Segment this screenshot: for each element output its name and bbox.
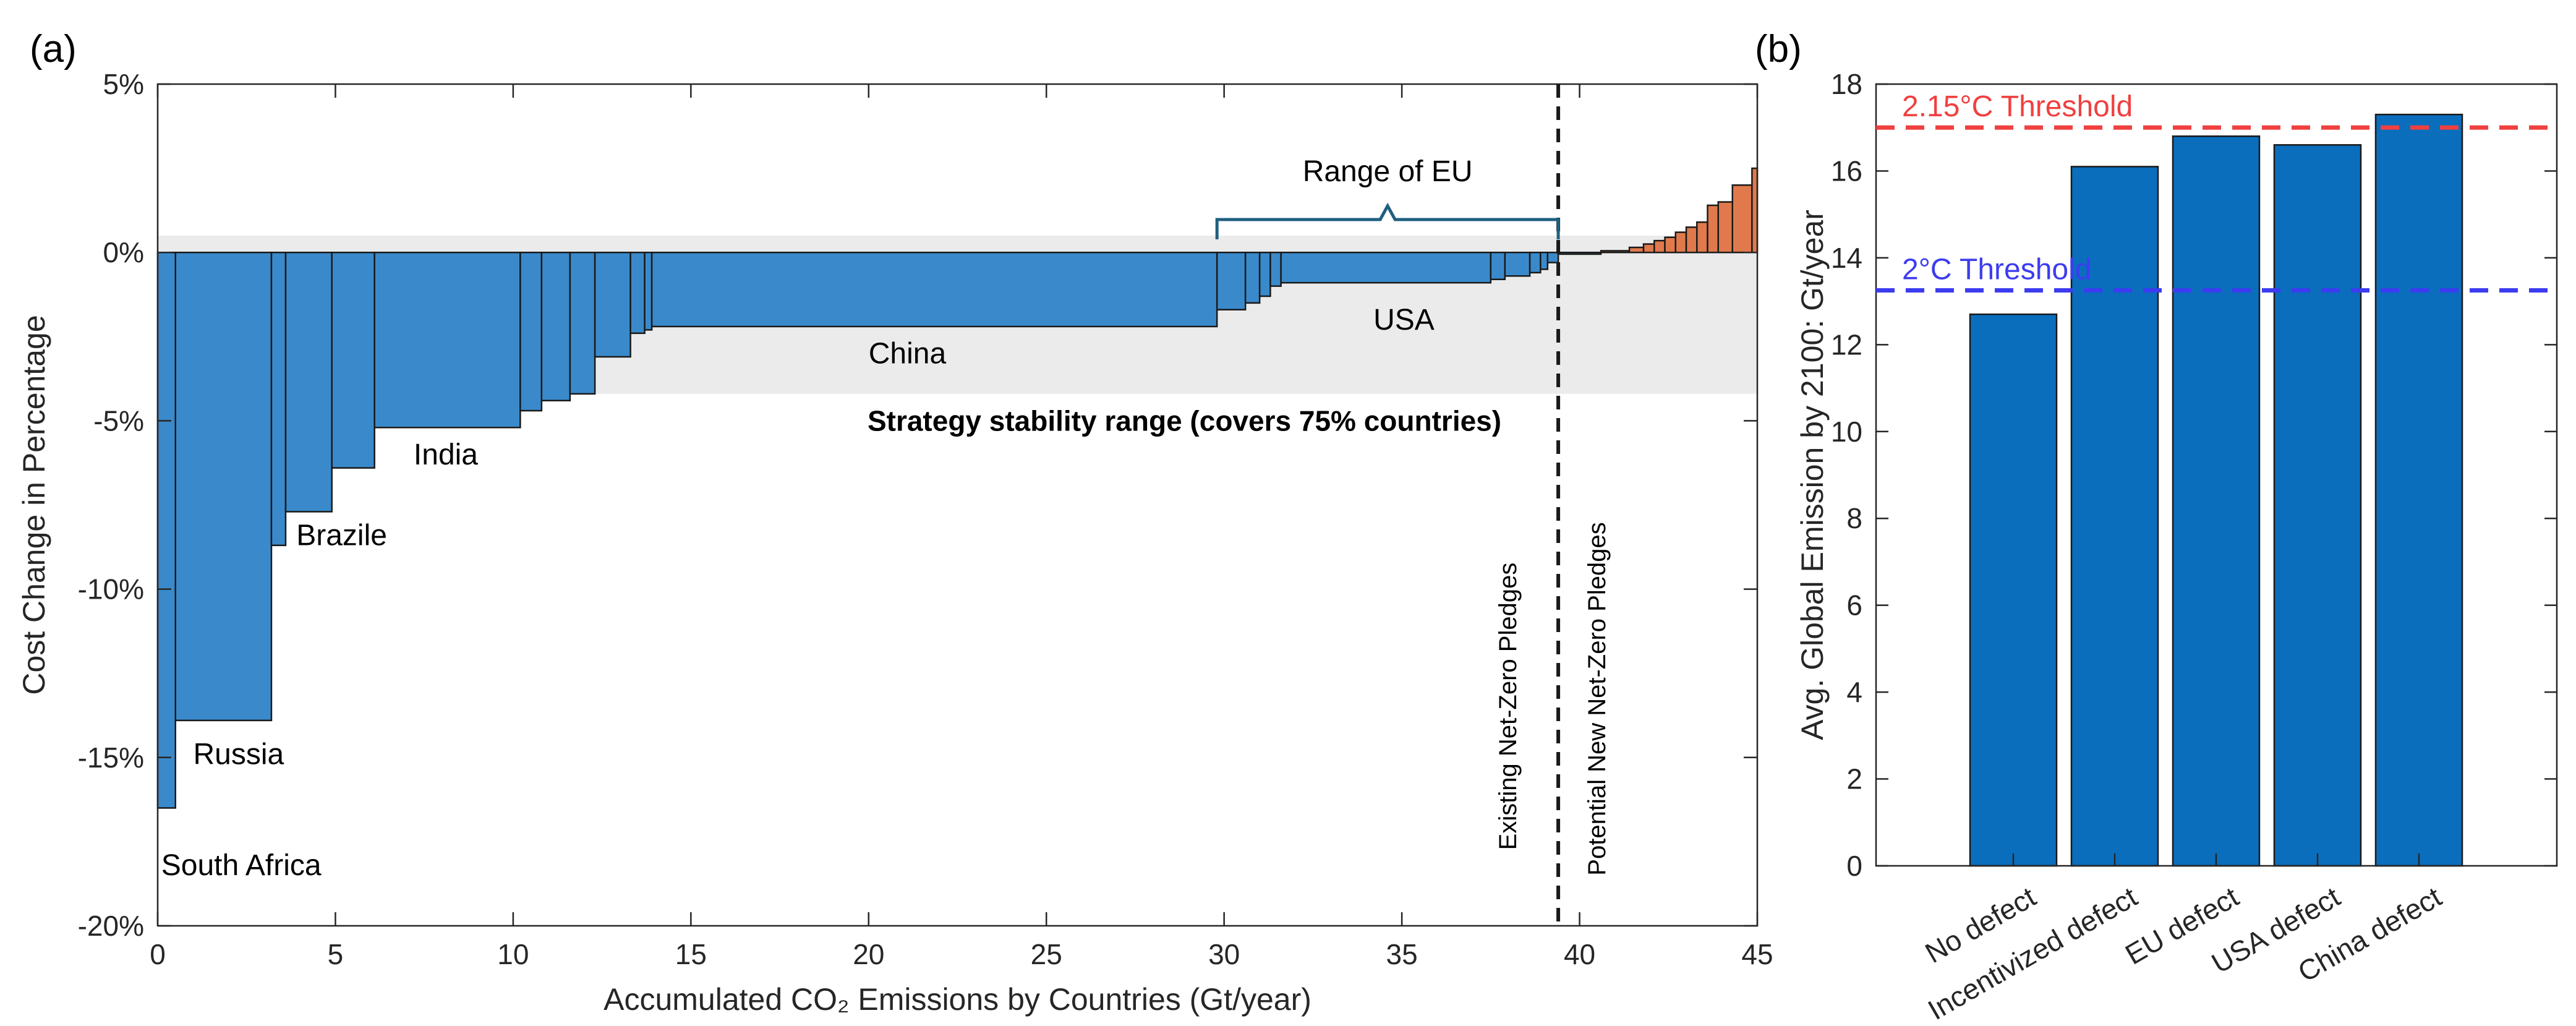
y-tick-label: 5% — [103, 68, 144, 100]
bar-18 — [1490, 251, 1506, 281]
bar-25 — [1628, 246, 1645, 254]
bar-22 — [1546, 251, 1559, 263]
bar-4 — [331, 251, 375, 469]
threshold-label-2-15-c-threshold: 2.15°C Threshold — [1902, 90, 2133, 123]
bar-35 — [1751, 167, 1759, 254]
chart-b-y-axis-label: Avg. Global Emission by 2100: Gt/year — [1795, 210, 1830, 740]
x-tick-label: 15 — [675, 938, 707, 970]
bar-19 — [1504, 251, 1531, 277]
bar-south-africa — [156, 251, 176, 809]
y-tick-label: 6 — [1846, 589, 1862, 622]
stability-range-label: Strategy stability range (covers 75% cou… — [868, 404, 1501, 437]
panel-a-label: (a) — [30, 28, 77, 71]
bar-label-brazile: Brazile — [296, 519, 387, 552]
x-tick-label: 40 — [1564, 938, 1595, 970]
bar-28 — [1664, 236, 1677, 254]
x-tick-label: 0 — [150, 938, 166, 970]
y-tick-label: 10 — [1831, 416, 1862, 448]
y-tick-label: 0 — [1846, 850, 1862, 882]
bar-26 — [1642, 243, 1655, 254]
bar-13 — [1216, 251, 1247, 310]
bar-24 — [1600, 250, 1631, 254]
bar-14 — [1244, 251, 1261, 304]
x-tick-label: 45 — [1741, 938, 1773, 970]
bar-6 — [519, 251, 543, 412]
x-tick-label: 35 — [1386, 938, 1418, 970]
bar-no-defect — [1969, 313, 2058, 867]
bar-label-south-africa: South Africa — [161, 849, 322, 882]
bar-china — [650, 251, 1218, 328]
x-tick-label: 20 — [853, 938, 884, 970]
bar-7 — [540, 251, 571, 401]
y-tick-label: 18 — [1831, 68, 1862, 100]
x-tick-label: 10 — [497, 938, 529, 970]
bar-label-russia: Russia — [193, 738, 284, 771]
y-tick-label: 0% — [103, 236, 144, 268]
bar-32 — [1707, 204, 1720, 254]
eu-range-label: Range of EU — [1303, 155, 1473, 188]
bar-2 — [270, 251, 287, 547]
chart-a-x-axis-label: Accumulated CO₂ Emissions by Countries (… — [603, 982, 1311, 1017]
y-tick-label: 14 — [1831, 242, 1862, 274]
bar-india — [373, 251, 521, 429]
bar-23 — [1557, 251, 1602, 255]
bar-9 — [594, 251, 631, 358]
bar-label-india: India — [414, 438, 478, 471]
x-tick-label: 5 — [328, 938, 344, 970]
existing-pledges-label: Existing Net-Zero Pledges — [1495, 563, 1522, 850]
chart-a: 0 5 10 15 20 25 30 35 40 45 5% 0% -5% -10% -15% -20% So… — [78, 68, 1773, 970]
y-tick-label: 8 — [1846, 502, 1862, 534]
y-tick-label: 12 — [1831, 328, 1862, 361]
potential-pledges-label: Potential New Net-Zero Pledges — [1584, 522, 1611, 875]
bar-china-defect — [2374, 113, 2463, 867]
bar-15 — [1258, 251, 1271, 297]
bar-10 — [629, 251, 646, 335]
chart-a-plot-frame — [156, 83, 1759, 927]
bar-21 — [1540, 251, 1549, 270]
bar-usa — [1280, 251, 1492, 284]
bar-russia — [174, 251, 273, 722]
bar-label-china: China — [869, 338, 947, 370]
bar-33 — [1717, 201, 1734, 254]
eu-range-bracket — [1215, 202, 1560, 239]
bar-brazile — [284, 251, 333, 513]
bar-27 — [1653, 239, 1666, 254]
bar-eu-defect — [2172, 135, 2261, 867]
y-tick-label: 2 — [1846, 763, 1862, 795]
chart-a-y-axis-label: Cost Change in Percentage — [17, 315, 51, 695]
bar-34 — [1731, 184, 1753, 254]
bar-incentivized-defect — [2070, 166, 2159, 867]
y-tick-label: -15% — [78, 742, 144, 774]
bar-20 — [1529, 251, 1542, 274]
bar-16 — [1269, 251, 1282, 287]
bar-11 — [644, 251, 653, 331]
threshold-label-2-c-threshold: 2°C Threshold — [1902, 254, 2091, 286]
x-tick-label: 25 — [1031, 938, 1062, 970]
y-tick-label: -10% — [78, 573, 144, 605]
panel-b-label: (b) — [1755, 28, 1802, 71]
bar-30 — [1685, 226, 1698, 254]
bar-8 — [569, 251, 596, 395]
bar-usa-defect — [2273, 144, 2362, 867]
y-tick-label: -20% — [78, 910, 144, 942]
bar-31 — [1696, 221, 1708, 254]
bar-29 — [1674, 231, 1687, 254]
y-tick-label: -5% — [93, 404, 144, 437]
y-tick-label: 16 — [1831, 155, 1862, 187]
y-tick-label: 4 — [1846, 676, 1862, 708]
bar-label-usa: USA — [1373, 304, 1435, 336]
x-tick-label: 30 — [1208, 938, 1240, 970]
